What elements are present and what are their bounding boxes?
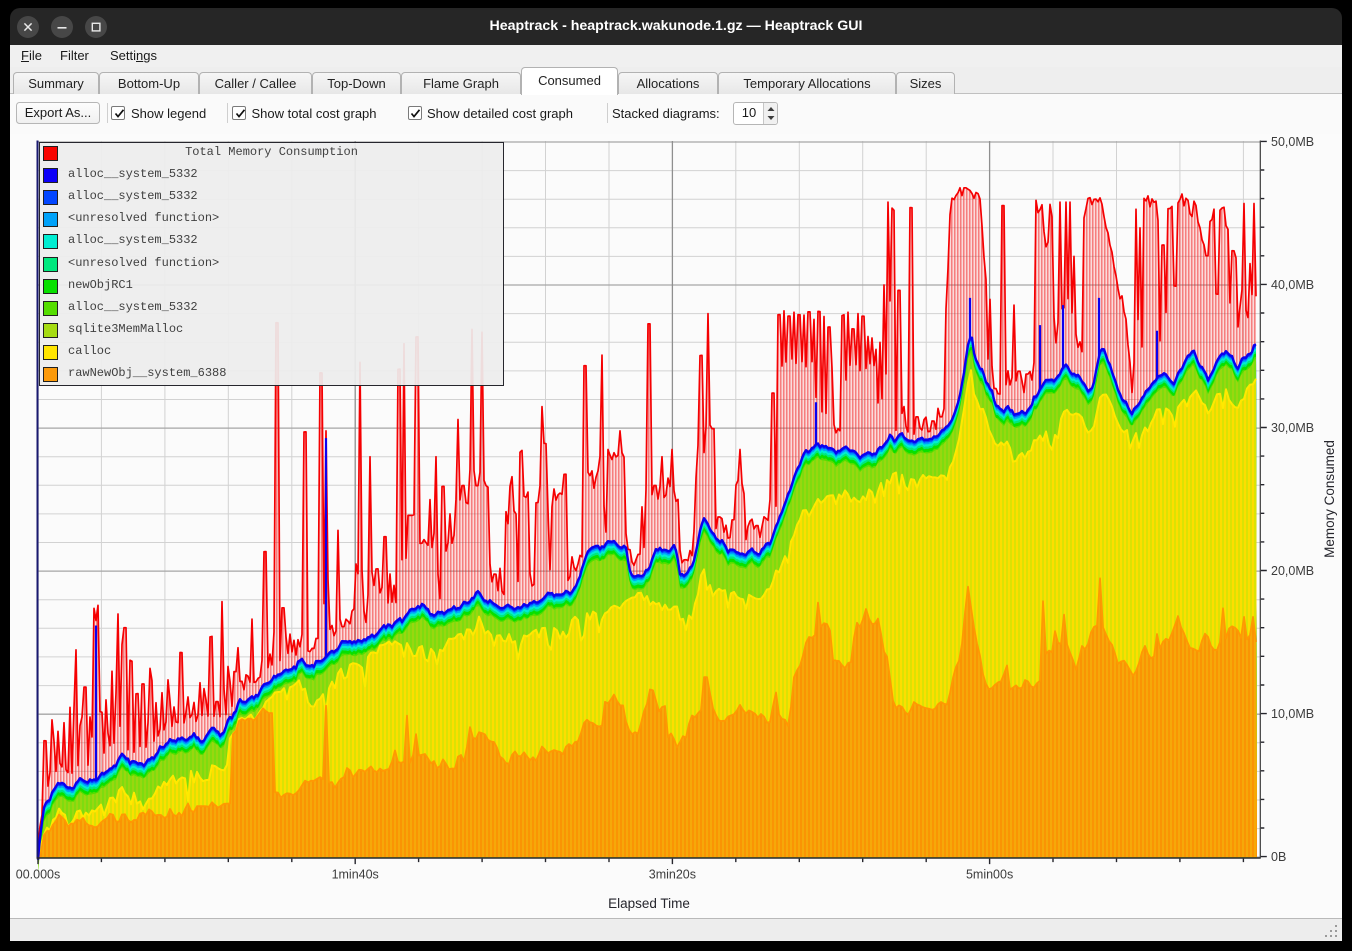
svg-text:1min40s: 1min40s xyxy=(332,868,379,882)
svg-text:00.000s: 00.000s xyxy=(16,868,60,882)
svg-text:40,0MB: 40,0MB xyxy=(1271,278,1314,292)
svg-text:Memory Consumed: Memory Consumed xyxy=(1322,440,1337,558)
svg-text:0B: 0B xyxy=(1271,850,1286,864)
svg-text:30,0MB: 30,0MB xyxy=(1271,421,1314,435)
svg-text:50,0MB: 50,0MB xyxy=(1271,135,1314,149)
svg-text:Elapsed Time: Elapsed Time xyxy=(608,896,690,911)
svg-text:3min20s: 3min20s xyxy=(649,868,696,882)
svg-text:20,0MB: 20,0MB xyxy=(1271,564,1314,578)
svg-text:5min00s: 5min00s xyxy=(966,868,1013,882)
svg-text:10,0MB: 10,0MB xyxy=(1271,707,1314,721)
